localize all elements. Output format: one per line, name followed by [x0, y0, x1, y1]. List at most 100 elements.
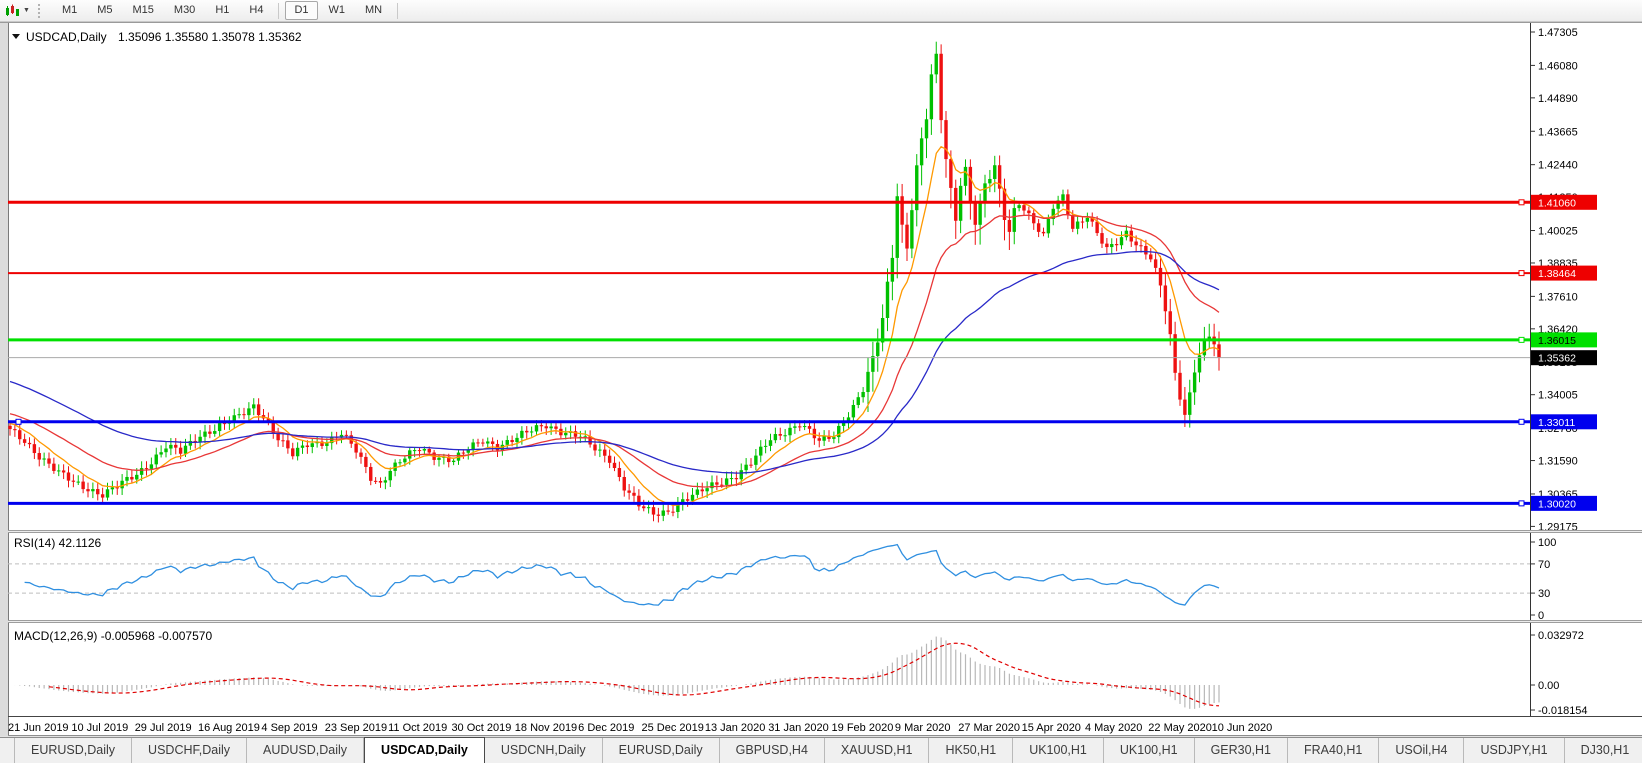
rsi-tick-label: 100 [1538, 537, 1556, 549]
candle-body [846, 417, 851, 423]
chart-tab-eurusd-daily[interactable]: EURUSD,Daily [14, 738, 133, 763]
candle-body [408, 450, 412, 459]
candle-body [700, 489, 704, 492]
candle-body [929, 74, 934, 120]
candle-body [973, 203, 977, 225]
candle-body [364, 456, 368, 467]
candle-body [1197, 355, 1202, 373]
candle-body [417, 450, 422, 452]
candle-body [715, 482, 719, 485]
chart-tab-dj30-h1[interactable]: DJ30,H1 [1565, 738, 1642, 763]
timeframe-button-m5[interactable]: M5 [97, 4, 113, 16]
timeframe-button-h4[interactable]: H4 [249, 4, 264, 16]
timeframe-button-mn[interactable]: MN [365, 4, 383, 16]
candle-body [1110, 244, 1114, 248]
timeframe-button-d1[interactable]: D1 [285, 1, 318, 20]
chart-tab-usdjpy-h1[interactable]: USDJPY,H1 [1464, 738, 1565, 763]
candle-body [993, 165, 997, 179]
candle-body [988, 178, 992, 184]
hline-handle[interactable] [1518, 500, 1525, 507]
candle-body [169, 444, 173, 449]
hline-handle[interactable] [15, 418, 22, 425]
candle-body [1173, 334, 1177, 373]
candle-body [461, 452, 466, 454]
title-dropdown-icon[interactable] [12, 34, 20, 39]
chart-tab-usdcnh-daily[interactable]: USDCNH,Daily [485, 738, 603, 763]
candle-body [339, 434, 344, 438]
candle-body [734, 478, 739, 480]
candle-body [651, 507, 656, 515]
hline-handle[interactable] [1518, 270, 1525, 277]
candle-body [924, 119, 929, 139]
pane-splitter[interactable] [8, 530, 1642, 533]
rsi-line[interactable] [24, 543, 1220, 606]
hline-handle[interactable] [1518, 199, 1525, 206]
macd-signal-line[interactable] [48, 642, 1220, 707]
date-label: 29 Jul 2019 [135, 722, 192, 734]
candle-body [252, 404, 256, 409]
pane-splitter[interactable] [8, 620, 1642, 623]
candle-body [178, 447, 183, 454]
chart-type-icon[interactable] [3, 3, 21, 19]
timeframe-button-w1[interactable]: W1 [328, 4, 346, 16]
chart-tabs: EURUSD,Daily USDCHF,Daily AUDUSD,Daily USDC… [0, 737, 1642, 763]
rsi-tick-label: 0 [1538, 610, 1544, 622]
candle-body [617, 468, 622, 477]
chart-tab-audusd-daily[interactable]: AUDUSD,Daily [247, 738, 365, 763]
date-label: 4 May 2020 [1085, 722, 1142, 734]
chevron-down-icon[interactable]: ▼ [23, 7, 30, 14]
candle-body [1158, 267, 1163, 286]
timeframe-button-h1[interactable]: H1 [215, 4, 230, 16]
candle-body [885, 281, 890, 319]
chart-tab-eurusd-daily[interactable]: EURUSD,Daily [603, 738, 720, 763]
candle-body [1119, 237, 1124, 246]
rsi-pane: 100 70 30 0 [8, 537, 1556, 622]
chart-tab-uk100-h1[interactable]: UK100,H1 [1013, 738, 1104, 763]
hline-handle[interactable] [1518, 336, 1525, 343]
chart-tab-uk100-h1[interactable]: UK100,H1 [1104, 738, 1195, 763]
candle-body [320, 441, 324, 446]
candle-body [905, 224, 909, 249]
candle-body [22, 439, 27, 443]
price-flag-label: 1.30020 [1538, 498, 1576, 510]
date-label: 10 Jul 2019 [71, 722, 128, 734]
chart-tab-fra40-h1[interactable]: FRA40,H1 [1288, 738, 1380, 763]
candle-body [232, 415, 236, 423]
chart-tab-gbpusd-h4[interactable]: GBPUSD,H4 [720, 738, 825, 763]
chart-tab-usoil-h4[interactable]: USOil,H4 [1379, 738, 1465, 763]
candle-body [1056, 200, 1060, 209]
chart-tab-ger30-h1[interactable]: GER30,H1 [1195, 738, 1289, 763]
price-tick-label: 1.34005 [1538, 390, 1578, 402]
candle-body [622, 476, 626, 491]
price-tick-label: 1.46080 [1538, 60, 1578, 72]
candle-body [1002, 188, 1007, 220]
candle-body [213, 431, 217, 434]
chart-tab-usdcad-daily[interactable]: USDCAD,Daily [364, 737, 485, 763]
hline-handle[interactable] [1518, 418, 1525, 425]
macd-pane: 0.032972 0.00 -0.018154 [14, 630, 1588, 717]
candle-body [96, 489, 100, 495]
price-tick-label: 1.42440 [1538, 160, 1578, 172]
ma-line-2[interactable] [9, 250, 1220, 474]
candle-body [983, 183, 987, 202]
timeframe-button-m30[interactable]: M30 [173, 4, 196, 16]
timeframe-button-m1[interactable]: M1 [61, 4, 78, 16]
chart-tab-hk50-h1[interactable]: HK50,H1 [929, 738, 1014, 763]
candle-body [271, 422, 275, 434]
candle-body [768, 440, 773, 446]
candle-body [632, 492, 636, 496]
candle-body [300, 445, 305, 448]
chart-tab-xauusd-h1[interactable]: XAUUSD,H1 [825, 738, 930, 763]
toolbar-grip[interactable] [37, 3, 44, 18]
candle-body [583, 436, 587, 438]
timeframe-button-m15[interactable]: M15 [132, 4, 154, 16]
chart-tab-usdchf-daily[interactable]: USDCHF,Daily [132, 738, 247, 763]
candle-body [291, 448, 295, 457]
candle-body [1066, 194, 1070, 216]
candle-body [822, 435, 826, 441]
candle-body [685, 499, 690, 501]
candle-body [144, 468, 149, 470]
candle-body [481, 442, 485, 444]
candle-body [744, 464, 748, 471]
rsi-tick-label: 70 [1538, 559, 1550, 571]
